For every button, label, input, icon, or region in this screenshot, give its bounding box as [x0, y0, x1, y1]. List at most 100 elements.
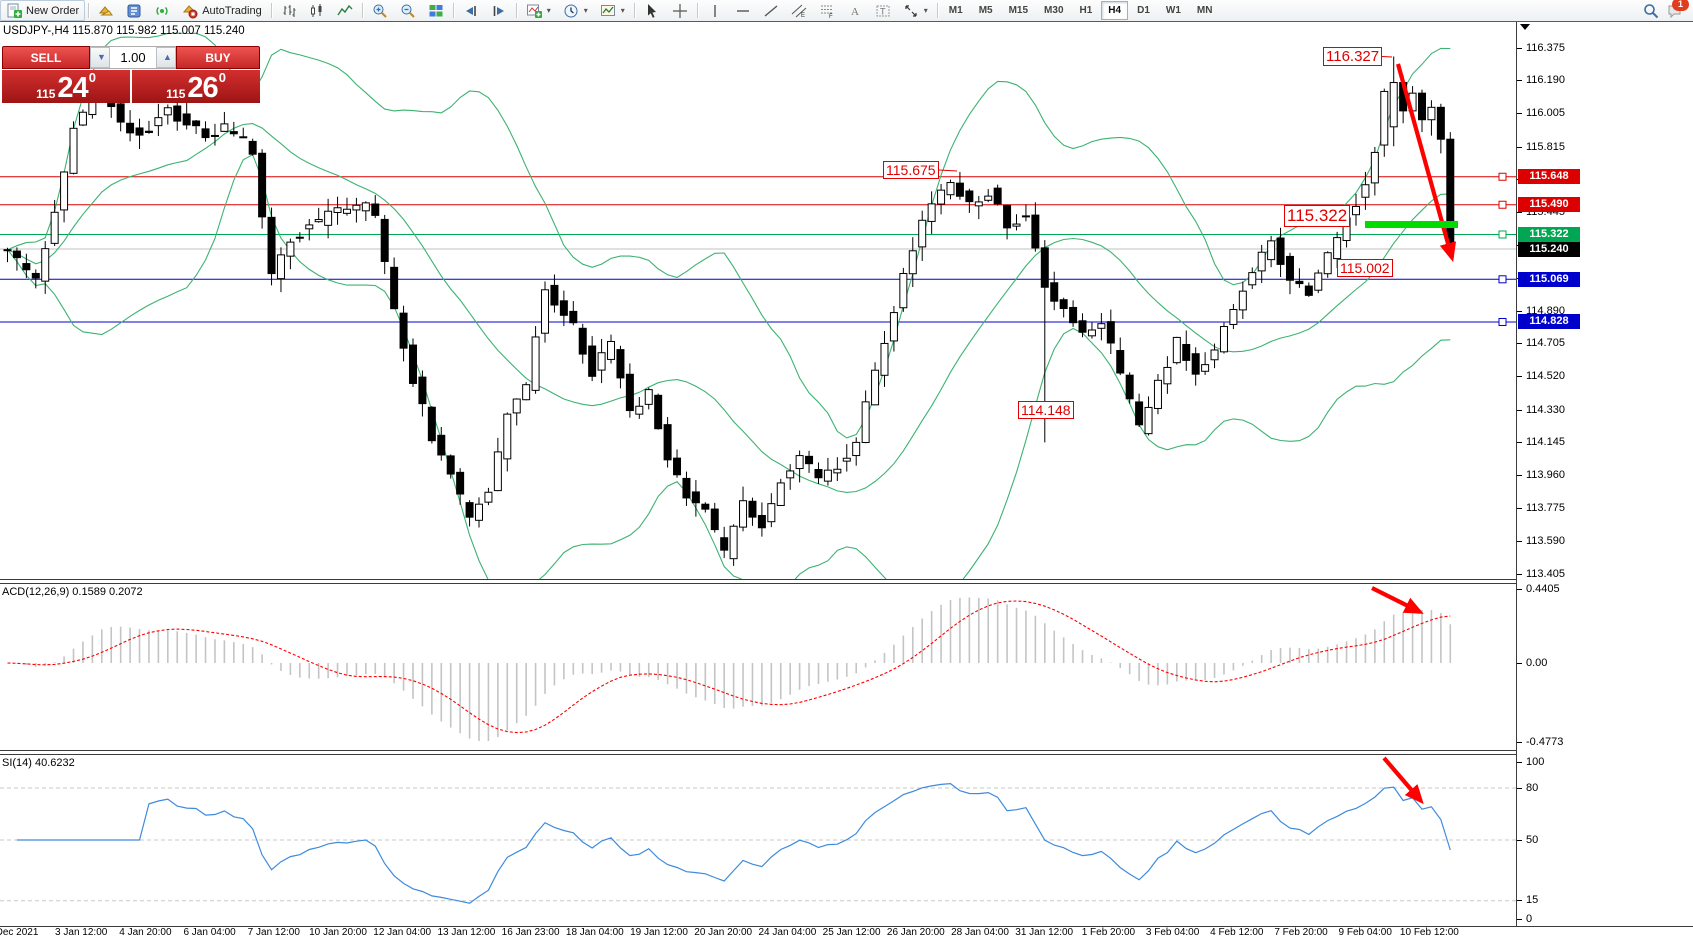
dropdown-caret-icon: ▾ — [583, 6, 588, 15]
bid-sup: 0 — [88, 70, 96, 85]
templates-icon — [600, 3, 616, 19]
time-label: 25 Jan 12:00 — [822, 927, 881, 938]
crosshair-icon — [672, 3, 688, 19]
price-axis[interactable]: 116.375116.190116.005115.815115.630115.4… — [1516, 22, 1693, 926]
autotrading-button[interactable]: AutoTrading — [176, 0, 268, 21]
trendline-icon — [763, 3, 779, 19]
time-label: 3 Feb 04:00 — [1145, 927, 1200, 938]
line-chart-button[interactable] — [331, 0, 359, 21]
timeframe-H4[interactable]: H4 — [1101, 1, 1129, 20]
price-annotation-label[interactable]: 115.675 — [883, 161, 939, 179]
trendline-tool[interactable] — [757, 0, 785, 21]
tile-windows-button[interactable] — [422, 0, 450, 21]
price-level-label: 115.490 — [1518, 197, 1580, 213]
timeframe-M1[interactable]: M1 — [948, 5, 963, 16]
text-label-tool[interactable]: T — [869, 0, 897, 21]
time-label: 1 Feb 20:00 — [1081, 927, 1136, 938]
market-button[interactable] — [92, 0, 120, 21]
volume-decrease-button[interactable]: ▼ — [90, 47, 110, 68]
bid-main: 24 — [57, 72, 88, 104]
toolbar-separator — [88, 3, 90, 18]
macd-label: ACD(12,26,9) 0.1589 0.2072 — [2, 586, 143, 598]
text-label-icon: T — [875, 3, 891, 19]
sell-button[interactable]: SELL — [2, 46, 90, 69]
cursor-icon — [644, 3, 660, 19]
price-annotation-label[interactable]: 115.322 — [1284, 205, 1351, 227]
rsi-pane[interactable] — [0, 755, 1517, 925]
auto-scroll-button[interactable] — [457, 0, 485, 21]
signals-button[interactable] — [148, 0, 176, 21]
chart-shift-button[interactable] — [485, 0, 513, 21]
templates-button[interactable]: ▾ — [594, 0, 631, 21]
time-label: 12 Jan 04:00 — [373, 927, 432, 938]
macd-pane[interactable] — [0, 584, 1517, 749]
ask-main: 26 — [187, 72, 218, 104]
time-label: 6 Jan 04:00 — [183, 927, 236, 938]
equidistant-channel-tool[interactable]: E — [785, 0, 813, 21]
ask-prefix: 115 — [166, 87, 186, 101]
timeframe-H1[interactable]: H1 — [1079, 5, 1093, 16]
time-label: 4 Feb 12:00 — [1210, 927, 1264, 938]
timeframe-W1[interactable]: W1 — [1165, 5, 1181, 16]
pane-divider[interactable] — [0, 579, 1693, 584]
price-annotation-label[interactable]: 114.148 — [1018, 401, 1074, 419]
time-label: 10 Feb 12:00 — [1399, 927, 1459, 938]
time-label: 19 Jan 12:00 — [630, 927, 688, 938]
dropdown-caret-icon: ▾ — [546, 6, 551, 15]
rsi-line — [16, 782, 1451, 904]
time-label: Dec 2021 — [0, 927, 39, 938]
candlestick-chart-button[interactable] — [303, 0, 331, 21]
timeframe-M5[interactable]: M5 — [978, 5, 993, 16]
indicators-button[interactable]: ▾ — [520, 0, 557, 21]
arrows-tool[interactable]: ▾ — [897, 0, 934, 21]
notifications-button[interactable]: 1 — [1667, 0, 1689, 19]
time-label: 31 Jan 12:00 — [1015, 927, 1074, 938]
time-axis[interactable]: Dec 2021 3 Jan 12:00 4 Jan 20:00 6 Jan 04:0… — [0, 927, 1693, 940]
green-highlight-line[interactable] — [1365, 221, 1458, 228]
new-order-button[interactable]: New Order — [0, 0, 86, 21]
svg-text:A: A — [851, 6, 859, 18]
buy-button[interactable]: BUY — [176, 46, 260, 69]
main-chart-pane[interactable] — [0, 22, 1517, 579]
price-annotation-label[interactable]: 116.327 — [1323, 47, 1383, 66]
price-level-label: 115.240 — [1518, 241, 1580, 257]
vertical-line-tool[interactable] — [701, 0, 729, 21]
text-tool[interactable]: A — [841, 0, 869, 21]
metaeditor-button[interactable] — [120, 0, 148, 21]
timeframe-M15[interactable]: M15 — [1008, 5, 1029, 16]
bid-price[interactable]: 115 24 0 — [2, 70, 130, 103]
fibonacci-tool[interactable]: F — [813, 0, 841, 21]
ask-price[interactable]: 115 26 0 — [132, 70, 260, 103]
auto-scroll-icon — [463, 3, 479, 19]
search-icon[interactable] — [1643, 3, 1659, 19]
toolbar-separator — [696, 3, 698, 18]
bar-chart-button[interactable] — [275, 0, 303, 21]
zoom-in-button[interactable] — [366, 0, 394, 21]
periods-button[interactable]: ▾ — [557, 0, 594, 21]
cursor-button[interactable] — [638, 0, 666, 21]
pane-divider[interactable] — [0, 750, 1693, 755]
horizontal-line-tool[interactable] — [729, 0, 757, 21]
bar-chart-icon — [281, 3, 297, 19]
autotrading-label: AutoTrading — [202, 4, 262, 17]
timeframe-M30[interactable]: M30 — [1044, 5, 1064, 16]
ask-sup: 0 — [218, 70, 226, 85]
price-annotation-label[interactable]: 115.002 — [1337, 259, 1393, 277]
arrows-icon — [903, 3, 919, 19]
volume-control: ▼ ▲ — [90, 46, 176, 69]
new-order-icon — [6, 3, 22, 19]
time-label: 28 Jan 04:00 — [951, 927, 1009, 938]
line-handle — [1498, 317, 1507, 326]
timeframe-MN[interactable]: MN — [1196, 5, 1213, 16]
crosshair-button[interactable] — [666, 0, 694, 21]
price-level-label: 115.069 — [1518, 271, 1580, 287]
zoom-out-button[interactable] — [394, 0, 422, 21]
price-level-label: 114.828 — [1518, 314, 1580, 330]
timeframe-group: M1 M5 M15 M30 H1 H4 D1 W1 MN — [941, 1, 1221, 20]
volume-increase-button[interactable]: ▲ — [156, 47, 176, 68]
time-label: 26 Jan 20:00 — [886, 927, 945, 938]
vertical-line-icon — [707, 3, 723, 19]
axis-scroll-marker — [1520, 24, 1530, 30]
volume-input[interactable] — [110, 47, 156, 68]
timeframe-D1[interactable]: D1 — [1137, 5, 1150, 16]
